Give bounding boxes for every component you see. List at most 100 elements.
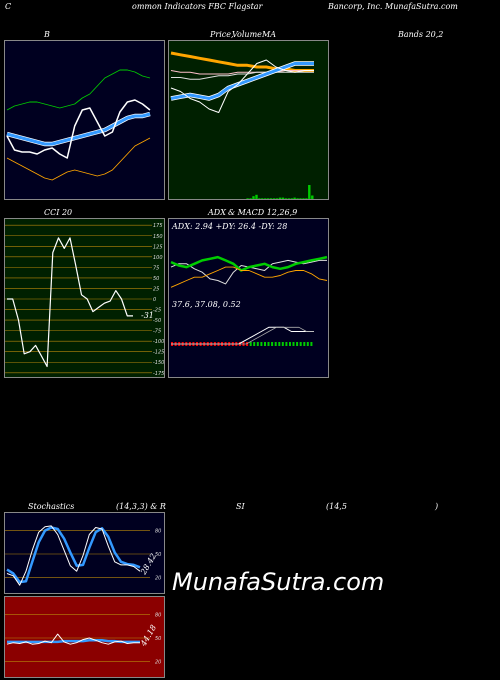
cci-tick-label: -75 <box>153 329 161 335</box>
price-ma-chart <box>170 51 314 199</box>
volume-bar <box>305 198 308 199</box>
macd-line <box>171 326 314 345</box>
macd-readout: 37.6, 37.08, 0.52 <box>172 300 241 309</box>
bollinger-middle-band <box>6 112 151 146</box>
rsi-tick-label: 50 <box>155 636 161 642</box>
volume-bar <box>311 195 314 199</box>
stoch-tick-label: 20 <box>155 575 161 581</box>
title-cci: CCI 20 <box>44 208 73 217</box>
volume-bar <box>287 198 290 199</box>
volume-bar <box>293 197 296 199</box>
macd-histogram-bar <box>289 342 291 346</box>
volume-bar <box>290 198 293 199</box>
cci-tick-label: 75 <box>153 265 159 271</box>
volume-bar <box>246 198 249 199</box>
ma-white-line <box>171 71 314 80</box>
watermark: MunafaSutra.com <box>172 568 385 596</box>
adx-readout: ADX: 2.94 +DY: 26.4 -DY: 28 <box>171 222 287 231</box>
bollinger-lower-band <box>6 137 151 181</box>
cci-tick-label: 50 <box>153 276 159 282</box>
title-ma: MA <box>262 30 276 39</box>
volume-bar <box>284 198 287 199</box>
header-right: Bancorp, Inc. MunafaSutra.com <box>328 2 458 11</box>
ma-long-line <box>170 51 314 72</box>
title-bands: Bands 20,2 <box>398 30 444 39</box>
volume-bar <box>281 197 285 199</box>
adx-line <box>170 266 328 288</box>
bollinger-chart <box>6 69 151 181</box>
stoch-last-value: 28.42 <box>138 552 158 577</box>
macd-histogram-bar <box>285 342 288 346</box>
volume-bar <box>269 198 273 199</box>
stoch-tick-label: 50 <box>155 552 161 558</box>
macd-histogram-bar <box>249 342 252 346</box>
volume-bar <box>275 198 279 199</box>
cci-tick-label: 25 <box>153 286 159 292</box>
macd-histogram-bar <box>256 342 259 346</box>
cci-line <box>7 237 133 368</box>
volume-bar <box>272 198 276 199</box>
cci-tick-label: 0 <box>153 297 156 303</box>
header-mid: ommon Indicators FBC Flagstar <box>132 2 263 11</box>
volume-bar <box>299 198 302 199</box>
volume-bar <box>302 198 305 199</box>
macd-histogram-bar <box>299 342 302 346</box>
cci-tick-label: -175 <box>153 371 164 377</box>
cci-tick-label: 125 <box>153 244 163 250</box>
cci-tick-label: -50 <box>153 318 161 324</box>
price-line <box>170 59 314 113</box>
volume-bar <box>296 198 299 199</box>
title-rsi-close: ) <box>435 502 439 511</box>
adx-minus-di-line <box>170 255 328 272</box>
volume-bar <box>252 196 255 199</box>
cci-panel: 175 150 125 100 75 50 25 0 -25 -50 -75 -100 -125 -150… <box>4 218 165 378</box>
cci-last-value: -31 <box>141 311 154 320</box>
macd-histogram-bar <box>260 342 263 346</box>
volume-bar <box>249 198 252 199</box>
rsi-main-line <box>6 633 140 645</box>
volume-bar <box>264 198 267 199</box>
cci-tick-label: -25 <box>153 308 161 314</box>
volume-bar <box>258 198 261 199</box>
stoch-main-line <box>6 525 141 586</box>
ma-pink-line <box>170 70 314 75</box>
volume-bar <box>308 185 311 199</box>
cci-tick-label: -150 <box>153 360 164 366</box>
macd-histogram-bar <box>274 342 277 346</box>
title-b: B <box>44 30 50 39</box>
cci-tick-label: 100 <box>153 255 163 261</box>
stoch-tick-label: 80 <box>155 529 161 535</box>
volume-bar <box>255 194 258 199</box>
cci-tick-label: -100 <box>153 339 164 345</box>
macd-histogram-bar <box>278 342 281 346</box>
volume-bar <box>278 197 282 199</box>
macd-histogram-bar <box>281 342 284 346</box>
cci-tick-label: 175 <box>153 223 163 229</box>
bollinger-upper-band <box>6 69 151 111</box>
title-stoch-params: (14,3,3) & R <box>116 502 166 511</box>
title-stoch: Stochastics <box>28 502 75 511</box>
macd-histogram-bar <box>296 342 299 346</box>
macd-histogram-bar <box>271 342 274 346</box>
stochastics-panel: 80 50 20 28.42 <box>4 512 165 594</box>
volume-bar <box>261 198 264 199</box>
volume-bar <box>267 198 270 199</box>
ma-short-line <box>170 62 314 100</box>
title-rsi: SI <box>236 502 245 511</box>
macd-histogram-bar <box>306 342 309 346</box>
stoch-signal-line <box>6 526 141 584</box>
macd-histogram-bar <box>310 342 313 346</box>
rsi-panel: 80 50 20 44.18 <box>4 596 165 678</box>
rsi-tick-label: 20 <box>155 659 161 665</box>
rsi-tick-label: 80 <box>155 613 161 619</box>
macd-histogram-bar <box>292 342 295 346</box>
adx-macd-panel: ADX: 2.94 +DY: 26.4 -DY: 28 37.6, 37.08, … <box>168 218 329 378</box>
adx-macd-chart: ADX: 2.94 +DY: 26.4 -DY: 28 37.6, 37.08, … <box>170 222 328 346</box>
title-price: Price, <box>210 30 234 39</box>
macd-histogram-bar <box>253 342 256 346</box>
bollinger-price-line <box>6 99 151 159</box>
macd-histogram-bar <box>267 342 270 346</box>
macd-histogram-bar <box>264 342 266 346</box>
